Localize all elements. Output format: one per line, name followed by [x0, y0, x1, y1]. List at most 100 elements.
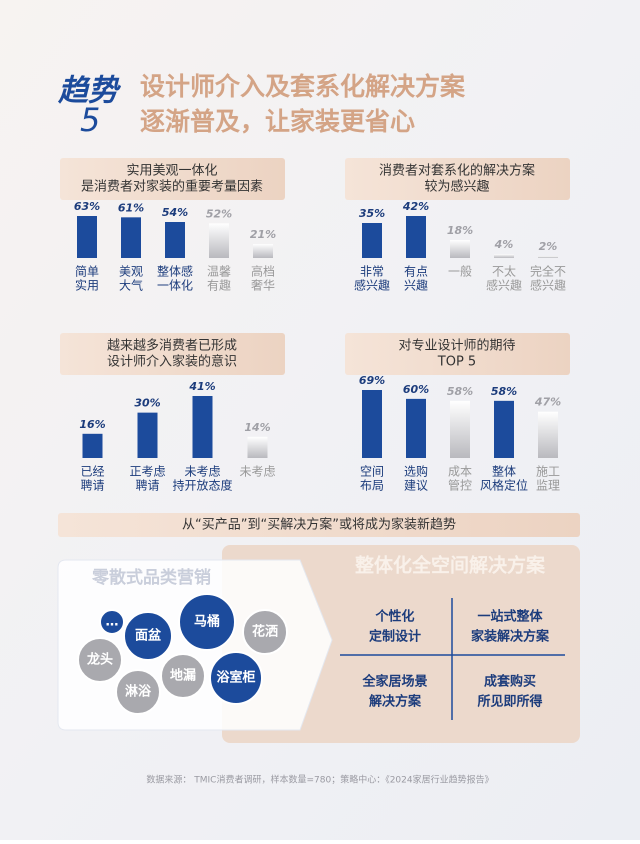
bubble: [209, 651, 263, 705]
value-label: 58%: [447, 385, 473, 398]
cell-text: 一站式整体: [477, 609, 543, 625]
x-tick-label: 风格定位: [480, 478, 528, 493]
value-label: 69%: [359, 374, 385, 387]
value-label: 2%: [539, 240, 558, 253]
value-label: 47%: [534, 396, 561, 409]
x-tick-label: 感兴趣: [354, 278, 390, 293]
bar: [494, 400, 514, 458]
value-label: 4%: [494, 238, 514, 251]
value-label: 42%: [402, 200, 429, 213]
bar: [406, 398, 426, 458]
bubble-label: 龙头: [87, 652, 113, 668]
x-tick-label: 聘请: [135, 479, 159, 493]
x-tick-label: 高档: [251, 264, 275, 279]
x-tick-label: 建议: [404, 479, 428, 493]
bar: [450, 400, 470, 458]
bubble-label: 面盆: [135, 628, 162, 644]
x-tick-label: 整体: [492, 464, 516, 479]
chart-title: 设计师介入家装的意识: [107, 354, 237, 370]
cell-text: 解决方案: [368, 694, 422, 710]
chart-title-bg: [60, 333, 285, 375]
bubble: [242, 609, 288, 655]
x-tick-label: 温馨: [207, 264, 231, 279]
x-tick-label: 正考虑: [129, 465, 165, 479]
bubble-label: …: [106, 615, 119, 630]
value-label: 58%: [491, 385, 517, 398]
chart-title: TOP 5: [437, 355, 476, 370]
x-tick-label: 不太: [492, 264, 516, 279]
x-tick-label: 施工: [536, 465, 560, 479]
right-title: 整体化全空间解决方案: [355, 554, 546, 577]
x-tick-label: 完全不: [530, 264, 566, 279]
x-tick-label: 布局: [360, 479, 384, 493]
x-tick-label: 非常: [360, 265, 384, 279]
chart-title-bg: [345, 333, 570, 375]
x-tick-label: 一般: [448, 264, 472, 279]
chart-title: 实用美观一体化: [126, 164, 217, 179]
bar: [362, 223, 382, 258]
bubble: [123, 611, 173, 661]
x-tick-label: 聘请: [80, 479, 104, 493]
x-tick-label: 感兴趣: [530, 278, 566, 293]
bubble: [77, 637, 123, 683]
x-tick-label: 监理: [536, 479, 560, 493]
value-label: 18%: [447, 224, 473, 237]
x-tick-label: 成本: [448, 465, 472, 479]
chart-title: 越来越多消费者已形成: [107, 338, 237, 354]
value-label: 16%: [79, 418, 105, 431]
chart-title-bg: [60, 158, 285, 200]
bar: [165, 222, 185, 258]
x-tick-label: 一体化: [157, 279, 193, 293]
bar: [121, 217, 141, 258]
bar: [362, 390, 382, 458]
bubble-label: 淋浴: [125, 684, 152, 700]
value-label: 63%: [74, 200, 100, 213]
source: 数据来源： TMIC消费者调研，样本数量=780；策略中心：《2024家居行业趋…: [146, 774, 493, 786]
bubble: [178, 593, 236, 651]
cell-text: 所见即所得: [477, 694, 542, 710]
bar: [137, 412, 158, 458]
badge: 趋势: [57, 74, 122, 109]
bubble: [99, 609, 125, 635]
chart-title: 是消费者对家装的重要考量因素: [81, 179, 263, 195]
bar: [538, 411, 558, 458]
chart-title: 消费者对套系化的解决方案: [379, 163, 535, 179]
x-tick-label: 美观: [119, 265, 143, 279]
banner-bg: [58, 513, 580, 537]
x-tick-label: 持开放态度: [172, 478, 232, 493]
chart-title-bg: [345, 158, 570, 200]
value-label: 21%: [250, 228, 276, 241]
bar: [82, 433, 103, 458]
x-tick-label: 空间: [360, 465, 384, 479]
bubble: [160, 653, 206, 699]
left-title: 零散式品类营销: [91, 567, 211, 588]
cell-text: 个性化: [374, 609, 414, 625]
x-tick-label: 奢华: [251, 279, 275, 293]
bar: [406, 216, 426, 258]
value-label: 30%: [134, 397, 160, 410]
value-label: 52%: [206, 207, 232, 220]
bar: [77, 216, 97, 258]
value-label: 14%: [244, 421, 270, 434]
x-tick-label: 兴趣: [404, 278, 428, 293]
badge-number: 5: [80, 101, 100, 139]
x-tick-label: 未考虑: [184, 465, 220, 479]
x-tick-label: 未考虑: [239, 465, 275, 479]
cell-text: 家装解决方案: [471, 629, 550, 645]
bar: [450, 240, 470, 258]
banner: 从“买产品”到“买解决方案”或将成为家装新趋势: [182, 517, 456, 533]
bar: [209, 223, 229, 258]
x-tick-label: 感兴趣: [486, 278, 522, 293]
x-tick-label: 已经: [80, 465, 104, 479]
title: 设计师介入及套系化解决方案: [140, 72, 466, 101]
cell-text: 全家居场景: [361, 674, 427, 690]
x-tick-label: 大气: [119, 278, 143, 293]
x-tick-label: 选购: [404, 464, 428, 479]
bubble: [115, 669, 161, 715]
bar: [538, 256, 558, 258]
chart-title: 较为感兴趣: [424, 179, 489, 195]
bubble-label: 地漏: [170, 668, 196, 684]
cell-text: 定制设计: [368, 629, 421, 645]
